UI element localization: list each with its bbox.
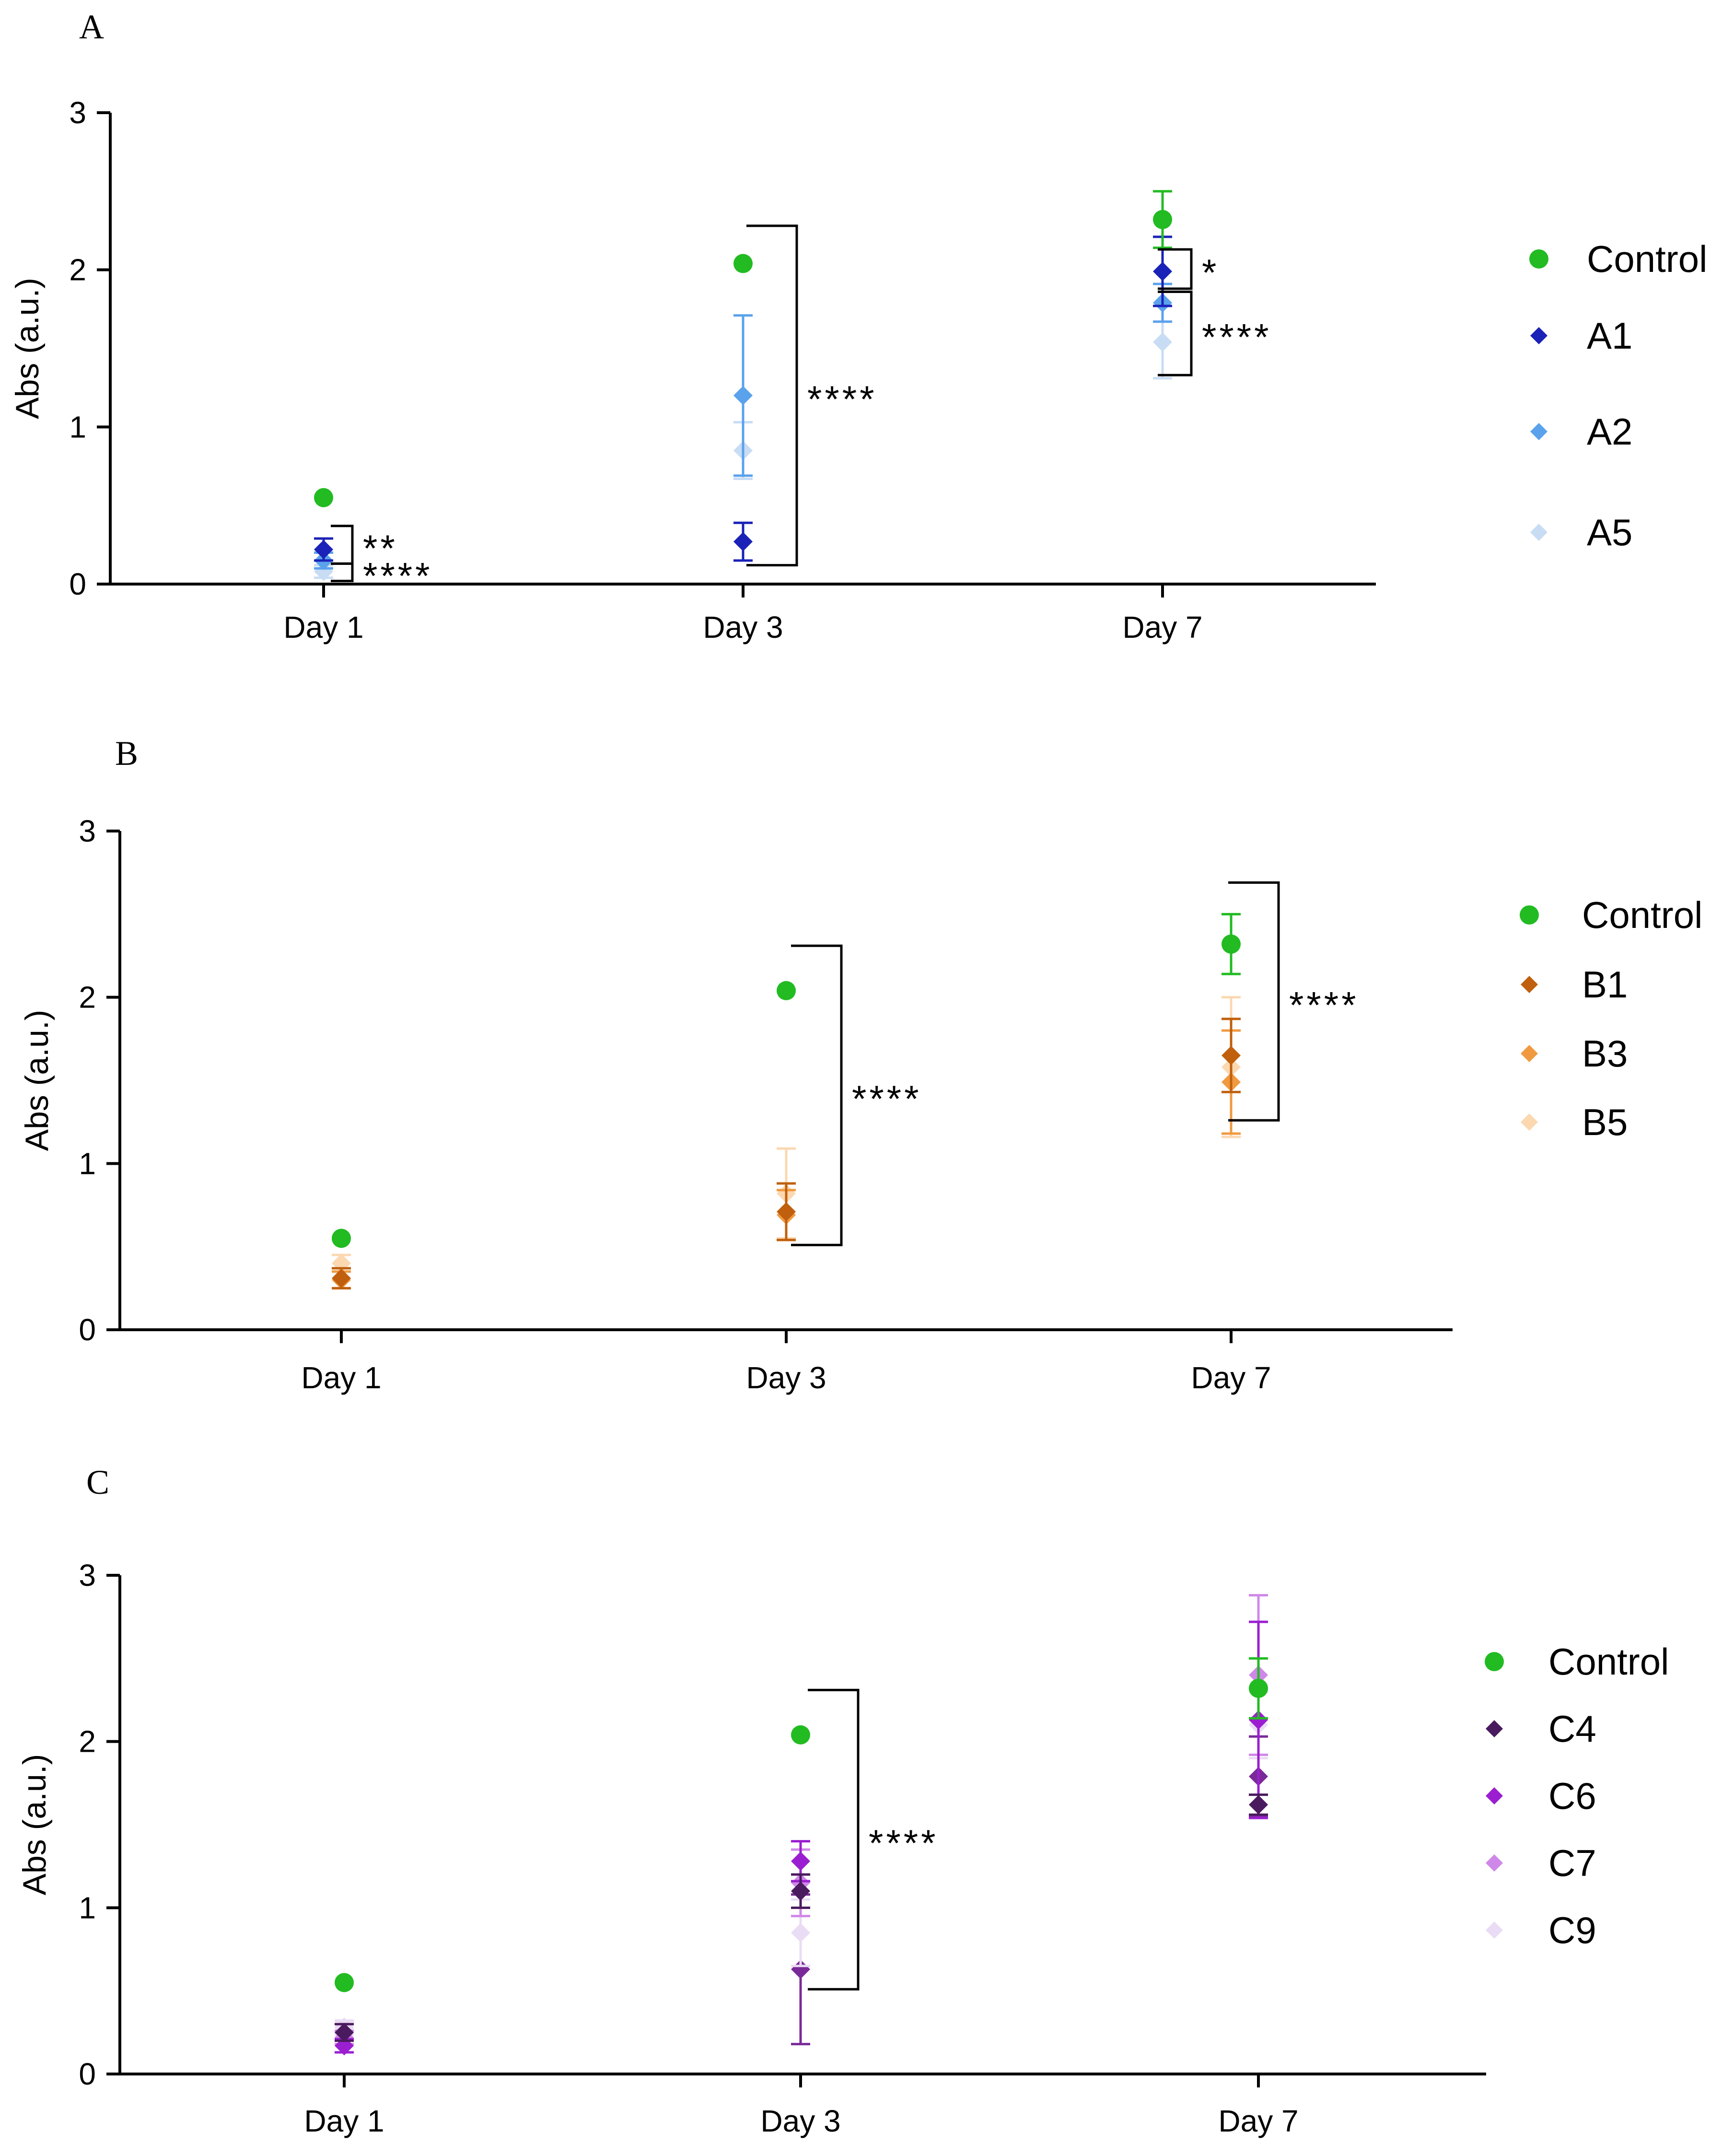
significance-label: ** xyxy=(363,527,398,569)
legend-marker-c4 xyxy=(1486,1720,1503,1737)
data-point-series5 xyxy=(791,1959,810,1979)
chart-panel-B: B 0 1 2 3 Abs (a.u.) Day 1 Day 3 Day 7 **** **** Co… xyxy=(19,734,1702,1395)
y-tick-label: 0 xyxy=(69,567,86,601)
significance-bracket xyxy=(1158,291,1193,376)
legend-label-a5: A5 xyxy=(1587,511,1632,553)
data-point-c6 xyxy=(791,1851,810,1871)
legend-label-b5: B5 xyxy=(1582,1101,1628,1143)
data-point-control xyxy=(335,1973,354,1992)
chart-panel-C: C 0 1 2 3 Abs (a.u.) Day 1 Day 3 Day 7 **** Contro… xyxy=(16,1463,1669,2138)
legend-marker-a2 xyxy=(1530,423,1547,440)
data-point-a2 xyxy=(733,386,753,405)
significance-label: **** xyxy=(363,554,432,597)
y-tick-label: 1 xyxy=(79,1890,96,1925)
data-point-control xyxy=(1249,1678,1268,1698)
legend-label-b1: B1 xyxy=(1582,963,1628,1006)
data-point-control xyxy=(777,981,796,1000)
data-point-c4 xyxy=(1249,1795,1268,1815)
data-point-c9 xyxy=(791,1923,810,1943)
y-axis-title: Abs (a.u.) xyxy=(9,278,46,419)
data-point-a1 xyxy=(733,532,753,551)
legend-label-c4: C4 xyxy=(1548,1708,1596,1750)
legend-label-a2: A2 xyxy=(1587,410,1632,453)
legend-marker-b5 xyxy=(1521,1113,1538,1131)
data-point-b1 xyxy=(332,1268,351,1288)
significance-bracket xyxy=(1158,248,1193,290)
x-tick-label: Day 1 xyxy=(301,1360,381,1395)
y-axis-title: Abs (a.u.) xyxy=(19,1010,55,1151)
legend-label-control: Control xyxy=(1582,894,1702,936)
legend-marker-control xyxy=(1520,905,1539,925)
significance-bracket xyxy=(331,525,354,565)
data-point-c4 xyxy=(335,2023,354,2042)
significance-label: **** xyxy=(807,378,877,420)
data-point-control xyxy=(1222,934,1241,954)
legend-marker-control xyxy=(1485,1652,1504,1671)
x-tick-label: Day 3 xyxy=(746,1360,826,1395)
data-point-a1 xyxy=(1153,261,1172,281)
significance-label: **** xyxy=(1202,316,1271,358)
legend-marker-control xyxy=(1529,249,1548,269)
data-point-a1 xyxy=(314,539,333,559)
y-tick-label: 0 xyxy=(79,1312,96,1347)
significance-bracket xyxy=(331,562,354,582)
significance-label: **** xyxy=(852,1078,921,1120)
data-point-control xyxy=(791,1725,810,1745)
legend-label-b3: B3 xyxy=(1582,1032,1628,1075)
legend-label-control: Control xyxy=(1548,1640,1669,1683)
x-tick-label: Day 1 xyxy=(283,610,363,644)
panel-letter: B xyxy=(115,734,138,773)
significance-label: * xyxy=(1202,251,1219,293)
data-point-c6 xyxy=(1249,1710,1268,1730)
y-tick-label: 3 xyxy=(69,95,86,130)
x-tick-label: Day 7 xyxy=(1122,610,1202,644)
y-tick-label: 1 xyxy=(79,1146,96,1181)
panel-letter: C xyxy=(86,1463,109,1501)
significance-bracket xyxy=(808,1688,860,1991)
legend-marker-c6 xyxy=(1486,1787,1503,1804)
y-tick-label: 2 xyxy=(79,1724,96,1759)
legend-marker-c9 xyxy=(1486,1922,1503,1939)
x-tick-label: Day 1 xyxy=(304,2104,384,2138)
legend-label-c6: C6 xyxy=(1548,1775,1596,1817)
data-point-b1 xyxy=(777,1202,796,1221)
significance-bracket xyxy=(1228,881,1280,1122)
y-axis-title: Abs (a.u.) xyxy=(16,1754,53,1896)
x-tick-label: Day 3 xyxy=(760,2104,840,2138)
data-point-control xyxy=(314,488,333,507)
y-tick-label: 1 xyxy=(69,410,86,444)
panel-letter: A xyxy=(79,8,104,46)
x-tick-label: Day 3 xyxy=(703,610,783,644)
legend-marker-b3 xyxy=(1521,1045,1538,1062)
y-tick-label: 0 xyxy=(79,2057,96,2091)
data-point-control xyxy=(1153,210,1172,229)
data-point-control xyxy=(332,1229,351,1248)
x-tick-label: Day 7 xyxy=(1191,1360,1271,1395)
legend-label-a1: A1 xyxy=(1587,315,1632,357)
legend-label-c9: C9 xyxy=(1548,1909,1596,1951)
data-point-control xyxy=(733,254,753,273)
y-tick-label: 2 xyxy=(69,253,86,287)
y-tick-label: 3 xyxy=(79,814,96,848)
significance-label: **** xyxy=(869,1822,938,1864)
significance-label: **** xyxy=(1289,984,1359,1026)
legend-marker-b1 xyxy=(1521,976,1538,993)
significance-bracket xyxy=(791,944,843,1246)
y-tick-label: 2 xyxy=(79,980,96,1015)
data-point-a5 xyxy=(314,562,333,581)
legend-marker-c7 xyxy=(1486,1854,1503,1872)
legend-label-control: Control xyxy=(1587,238,1707,280)
significance-bracket xyxy=(746,224,798,567)
legend-label-c7: C7 xyxy=(1548,1842,1596,1884)
data-point-c4 xyxy=(791,1881,810,1901)
x-tick-label: Day 7 xyxy=(1218,2104,1298,2138)
data-point-b1 xyxy=(1222,1046,1241,1065)
legend-marker-a5 xyxy=(1530,524,1547,541)
y-tick-label: 3 xyxy=(79,1558,96,1593)
data-point-a5 xyxy=(1153,332,1172,352)
legend-marker-a1 xyxy=(1530,327,1547,344)
